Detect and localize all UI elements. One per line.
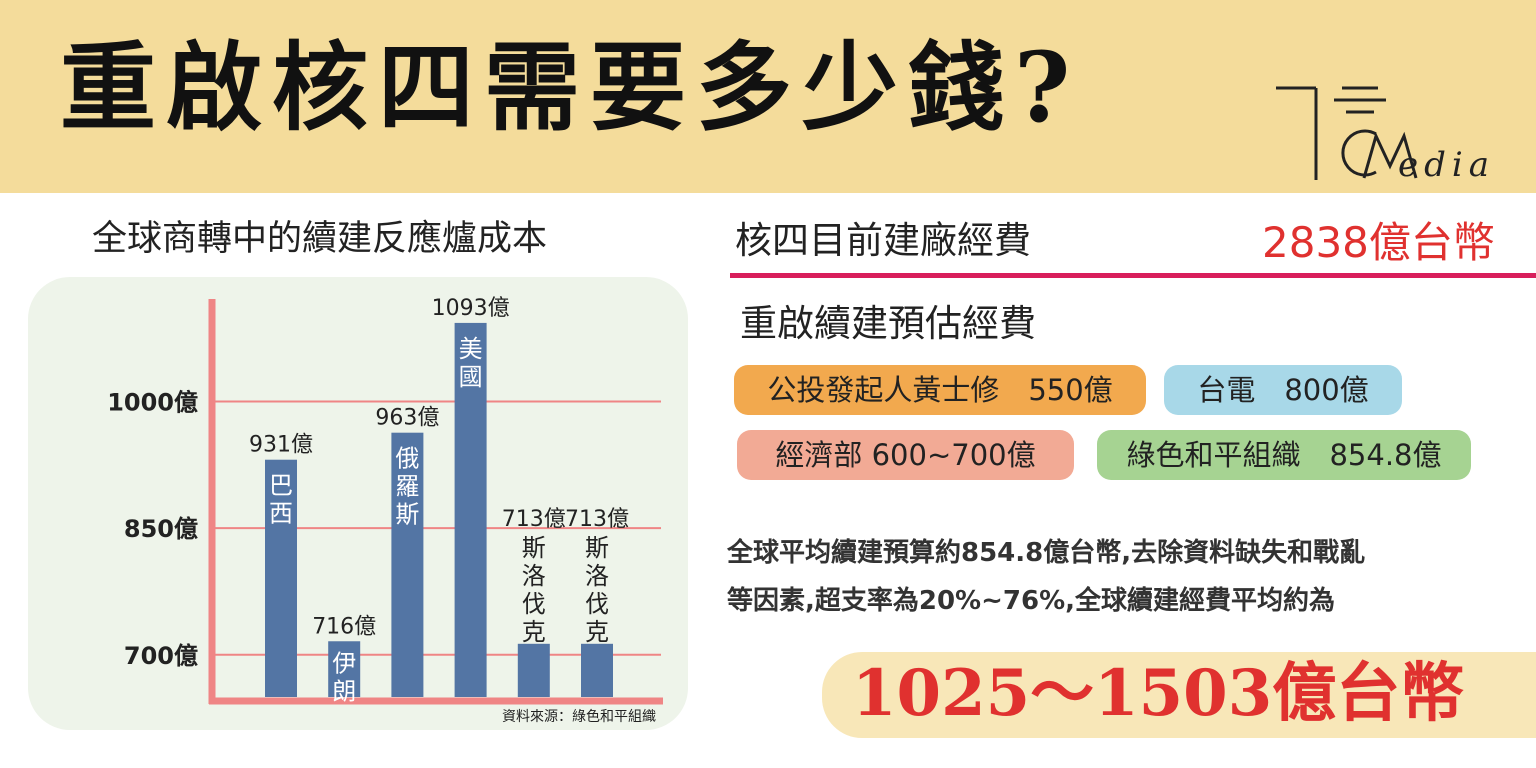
bar-value-label: 713億	[502, 507, 566, 532]
bar-value-label: 931億	[249, 433, 313, 458]
summary-line-1: 全球平均續建預算約854.8億台幣,去除資料缺失和戰亂	[727, 538, 1366, 568]
chart-title: 全球商轉中的續建反應爐成本	[92, 219, 548, 259]
bar-category-label: 羅	[395, 473, 419, 501]
bar-category-label: 伐	[522, 590, 546, 618]
bar	[265, 459, 297, 697]
summary-line-2: 等因素,超支率為20%~76%,全球續建經費平均約為	[727, 586, 1336, 616]
logo-text: edia	[1398, 145, 1496, 185]
chart-source: 資料來源：綠色和平組織	[502, 708, 656, 725]
bar	[454, 322, 487, 697]
bar-category-label: 巴	[269, 472, 293, 500]
bar	[328, 641, 361, 697]
bar-chart: 700億850億1000億931億巴西716億伊朗963億俄羅斯1093億美國7…	[107, 296, 663, 725]
estimate-pill-moea: 經濟部 600~700億	[737, 430, 1074, 480]
y-tick-label: 700億	[124, 642, 198, 670]
estimate-pill-greenpeace: 綠色和平組織 854.8億	[1097, 430, 1471, 480]
restart-cost-label: 重啟續建預估經費	[740, 302, 1036, 345]
bar	[391, 432, 424, 697]
bar-category-label: 斯	[522, 534, 546, 562]
bar-category-label: 克	[585, 618, 609, 646]
bar-value-label: 963億	[375, 406, 439, 431]
current-cost-label: 核四目前建廠經費	[735, 219, 1031, 262]
divider	[730, 273, 1536, 278]
bar-category-label: 俄	[395, 445, 419, 473]
bar-category-label: 斯	[585, 534, 609, 562]
estimate-pill-taipower: 台電 800億	[1164, 365, 1402, 415]
current-cost-value: 2838億台幣	[1262, 218, 1495, 267]
bar-category-label: 洛	[585, 562, 609, 590]
bar-category-label: 洛	[522, 562, 546, 590]
bar-category-label: 西	[269, 500, 293, 528]
bar-category-label: 國	[459, 363, 483, 391]
bar-value-label: 1093億	[432, 296, 510, 321]
bar-value-label: 713億	[565, 507, 629, 532]
bar	[581, 643, 613, 697]
bar-category-label: 美	[459, 335, 483, 363]
bar-category-label: 朗	[332, 677, 356, 705]
main-title: 重啟核四需要多少錢?	[60, 31, 1081, 144]
bar-category-label: 克	[522, 618, 546, 646]
tcmedia-logo-icon	[1276, 86, 1418, 180]
bar-value-label: 716億	[312, 614, 376, 639]
result-value: 1025～1503億台幣	[852, 656, 1465, 731]
bar	[517, 643, 550, 697]
y-tick-label: 1000億	[107, 388, 198, 416]
y-tick-label: 850億	[124, 515, 198, 543]
bar-category-label: 斯	[395, 501, 419, 529]
bar-category-label: 伐	[585, 590, 609, 618]
header-banner: 重啟核四需要多少錢? edia	[0, 0, 1536, 193]
result-box	[822, 652, 1536, 738]
bar-category-label: 伊	[332, 649, 356, 677]
estimate-pill-proponent: 公投發起人黃士修 550億	[734, 365, 1146, 415]
